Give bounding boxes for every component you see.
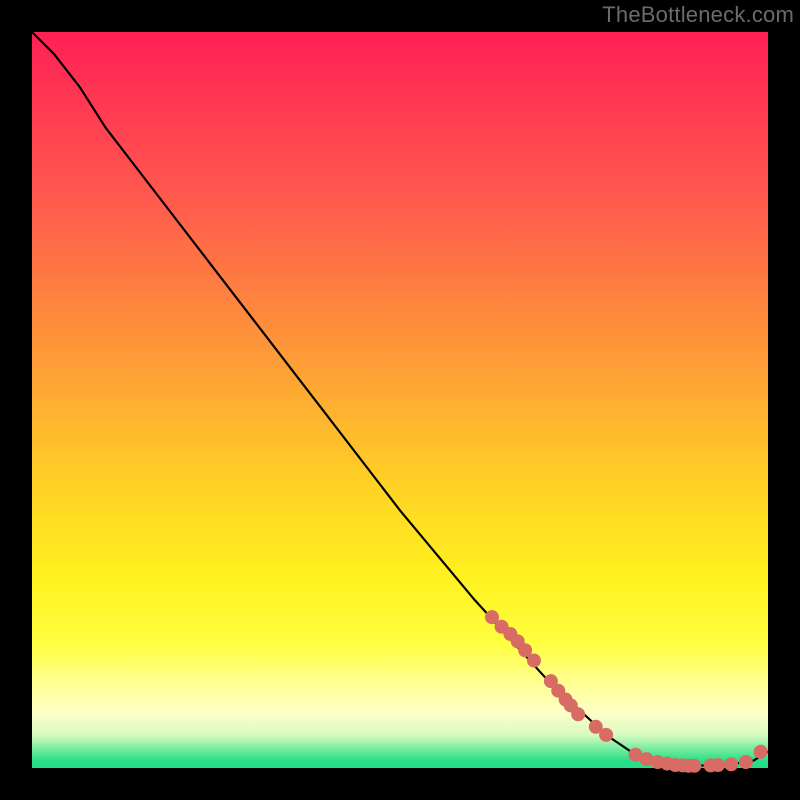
data-marker xyxy=(687,759,701,773)
bottleneck-curve xyxy=(32,32,768,766)
data-marker xyxy=(711,758,725,772)
data-marker xyxy=(527,654,541,668)
watermark-text: TheBottleneck.com xyxy=(602,2,794,28)
data-marker xyxy=(571,707,585,721)
data-marker xyxy=(599,728,613,742)
figure-root: TheBottleneck.com xyxy=(0,0,800,800)
data-marker xyxy=(724,757,738,771)
data-marker xyxy=(739,755,753,769)
curve-layer xyxy=(0,0,800,800)
data-marker xyxy=(754,745,768,759)
